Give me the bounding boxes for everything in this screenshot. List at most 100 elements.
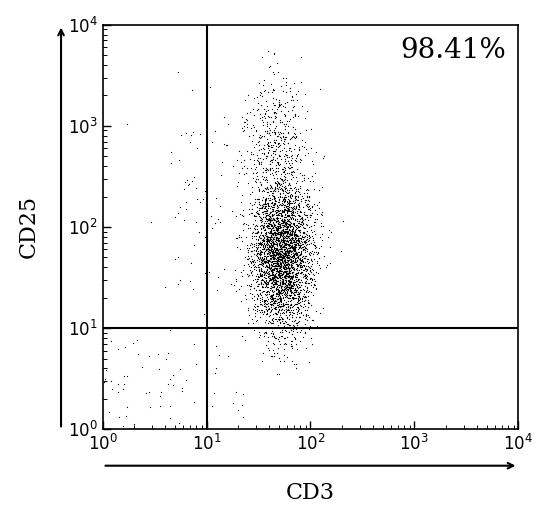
Point	[280, 245, 289, 253]
Point	[285, 274, 294, 282]
Point	[270, 250, 278, 258]
Point	[281, 253, 290, 262]
Point	[289, 230, 298, 239]
Point	[296, 156, 305, 164]
Point	[273, 166, 282, 175]
Point	[296, 286, 305, 294]
Point	[296, 255, 305, 264]
Point	[271, 270, 279, 278]
Point	[292, 243, 301, 251]
Point	[264, 194, 273, 202]
Point	[293, 165, 301, 174]
Point	[290, 220, 299, 229]
Point	[309, 275, 318, 283]
Point	[285, 184, 294, 192]
Point	[270, 221, 278, 229]
Point	[269, 85, 278, 93]
Point	[284, 201, 293, 209]
Point	[279, 240, 288, 249]
Point	[290, 216, 299, 224]
Point	[262, 194, 271, 202]
Point	[293, 217, 302, 225]
Point	[272, 232, 280, 241]
Point	[298, 240, 307, 249]
Point	[282, 240, 290, 248]
Point	[305, 223, 314, 231]
Point	[275, 141, 284, 149]
Point	[292, 251, 300, 259]
Point	[273, 214, 282, 223]
Point	[276, 229, 284, 237]
Point	[266, 183, 275, 191]
Point	[256, 253, 265, 261]
Point	[277, 244, 285, 253]
Point	[280, 216, 289, 224]
Point	[289, 321, 298, 329]
Point	[270, 215, 279, 223]
Point	[282, 219, 290, 228]
Point	[270, 244, 278, 252]
Point	[283, 229, 292, 238]
Point	[300, 329, 309, 337]
Point	[266, 217, 274, 225]
Point	[277, 302, 286, 310]
Point	[227, 279, 235, 288]
Point	[259, 233, 268, 242]
Point	[288, 225, 296, 233]
Point	[290, 237, 299, 245]
Point	[262, 283, 271, 291]
Point	[293, 249, 301, 257]
Point	[274, 180, 283, 189]
Point	[292, 203, 300, 212]
Point	[283, 241, 292, 250]
Point	[274, 313, 283, 321]
Point	[278, 264, 287, 272]
Point	[258, 275, 267, 283]
Point	[268, 319, 277, 327]
Point	[297, 276, 306, 284]
Point	[278, 186, 287, 194]
Point	[276, 267, 285, 275]
Point	[285, 199, 294, 207]
Point	[295, 243, 304, 252]
Point	[295, 207, 304, 215]
Point	[264, 188, 273, 196]
Point	[277, 210, 285, 218]
Point	[266, 246, 275, 255]
Point	[294, 193, 302, 202]
Point	[287, 106, 296, 114]
Point	[272, 268, 280, 277]
Point	[279, 285, 288, 293]
Point	[278, 233, 287, 242]
Point	[262, 262, 271, 270]
Point	[272, 289, 281, 297]
Point	[272, 236, 281, 244]
Point	[235, 210, 244, 218]
Point	[237, 113, 246, 121]
Point	[283, 252, 292, 261]
Point	[290, 194, 299, 202]
Point	[265, 288, 274, 296]
Point	[271, 112, 279, 120]
Point	[272, 251, 280, 259]
Point	[300, 229, 309, 238]
Point	[238, 127, 247, 135]
Point	[266, 199, 275, 207]
Point	[292, 275, 300, 283]
Point	[301, 271, 310, 279]
Point	[203, 401, 212, 410]
Point	[263, 252, 272, 261]
Point	[260, 287, 268, 295]
Point	[273, 179, 282, 187]
Point	[298, 245, 307, 253]
Point	[260, 270, 268, 278]
Point	[279, 236, 288, 244]
Point	[274, 302, 283, 310]
Point	[294, 275, 302, 283]
Point	[288, 253, 297, 261]
Point	[276, 302, 284, 310]
Point	[280, 256, 289, 264]
Point	[267, 276, 276, 284]
Point	[268, 270, 277, 279]
Point	[261, 176, 270, 185]
